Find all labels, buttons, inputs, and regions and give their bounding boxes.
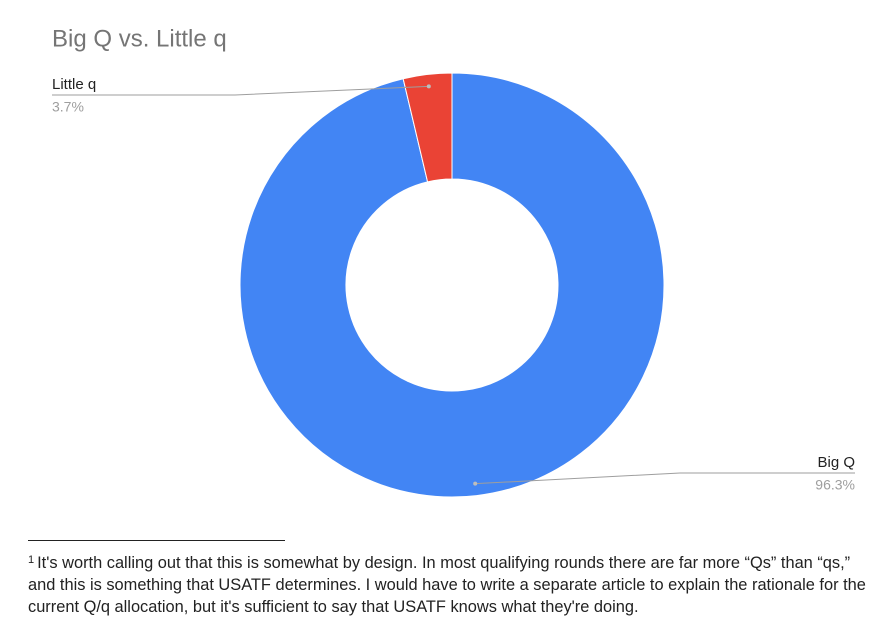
footnote-marker: 1 [28, 554, 35, 566]
footnote: 1 It's worth calling out that this is som… [28, 549, 878, 618]
slice [239, 72, 665, 498]
footnote-text: It's worth calling out that this is some… [28, 554, 866, 616]
slice-label: Little q [52, 76, 96, 93]
slice [402, 72, 453, 183]
slice-value-label: 3.7% [52, 99, 84, 115]
leader-dot [473, 481, 478, 486]
slice-value-label: 96.3% [815, 477, 855, 493]
footnote-rule [28, 540, 285, 541]
chart-title: Big Q vs. Little q [52, 25, 227, 52]
leader-line [475, 472, 855, 485]
slice-label: Big Q [817, 454, 855, 471]
chart: Big Q vs. Little q Big Q 96.3% Little q 3.7… [52, 25, 855, 498]
leader-line [52, 85, 429, 96]
leader-dot [426, 84, 431, 89]
